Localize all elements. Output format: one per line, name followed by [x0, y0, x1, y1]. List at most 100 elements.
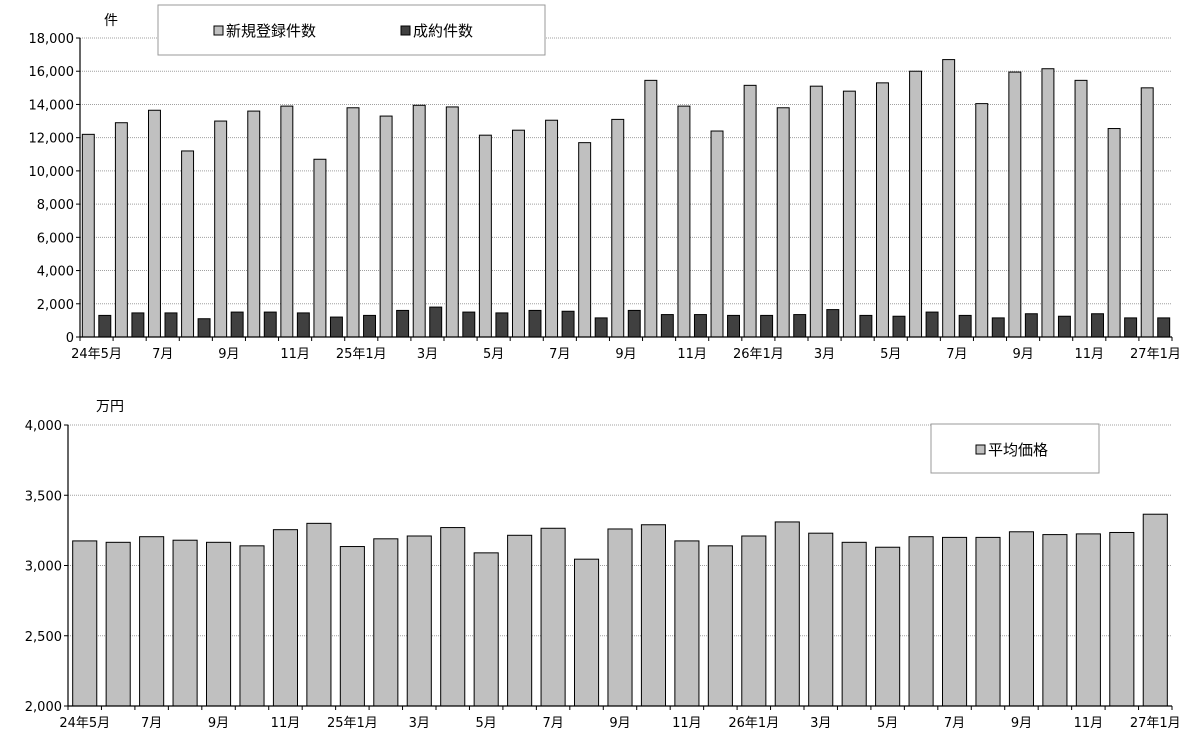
c1-bar-成約件数-8	[363, 314, 377, 338]
c1-bar-新規登録件数-13	[511, 129, 525, 338]
c1-x-tick-label: 26年1月	[733, 347, 784, 362]
c2-bar-平均価格-26	[942, 536, 968, 707]
c2-bar-平均価格-14	[540, 527, 566, 707]
c1-x-tick-label: 5月	[483, 347, 504, 362]
chart1-gridlines	[80, 37, 1172, 305]
c2-y-tick-label: 3,500	[25, 489, 62, 504]
chart2-bars	[72, 513, 1168, 707]
c1-bar-成約件数-2	[164, 312, 178, 338]
c2-bar-平均価格-2	[139, 536, 165, 707]
registrations-chart: 件 0 2,000 4,000 6,000 8,000 10,000 12,000 14,00…	[29, 4, 1181, 362]
c2-x-tick-label: 11月	[672, 716, 702, 731]
c2-bar-平均価格-19	[707, 545, 733, 707]
c1-bar-新規登録件数-12	[478, 134, 492, 338]
c1-bar-成約件数-9	[396, 309, 410, 338]
c1-bar-新規登録件数-15	[578, 142, 592, 338]
c1-bar-新規登録件数-22	[809, 85, 823, 338]
c1-x-tick-label: 5月	[880, 347, 901, 362]
c1-bar-成約件数-23	[859, 314, 873, 338]
c1-bar-成約件数-17	[660, 314, 674, 338]
c1-bar-新規登録件数-26	[942, 59, 956, 338]
c1-bar-新規登録件数-21	[776, 107, 790, 338]
c2-x-tick-label: 9月	[609, 716, 630, 731]
c1-y-tick-label: 6,000	[37, 231, 74, 246]
c1-bar-新規登録件数-18	[677, 105, 691, 338]
c2-bar-平均価格-23	[841, 541, 867, 707]
c1-bar-成約件数-24	[892, 315, 906, 338]
c1-y-tick-label: 4,000	[37, 265, 74, 280]
c2-bar-平均価格-8	[339, 546, 365, 707]
c1-bar-成約件数-21	[793, 314, 807, 338]
legend-label-contracts: 成約件数	[413, 22, 473, 40]
average-price-chart: 万円 2,000 2,500 3,000 3,500 4,000 24年5月 7月 9月 11…	[25, 399, 1181, 731]
c1-bar-新規登録件数-14	[545, 119, 559, 338]
c2-bar-平均価格-10	[406, 535, 432, 707]
c2-bar-平均価格-6	[272, 529, 298, 707]
c2-x-tick-label: 11月	[1074, 716, 1104, 731]
c1-bar-新規登録件数-10	[412, 104, 426, 338]
c1-y-tick-label: 10,000	[29, 165, 75, 180]
c1-x-tick-label: 3月	[417, 347, 438, 362]
c1-bar-成約件数-29	[1057, 315, 1071, 338]
c2-bar-平均価格-3	[172, 539, 198, 707]
c1-bar-成約件数-10	[429, 306, 443, 338]
chart1-unit-label: 件	[104, 13, 118, 29]
c2-bar-平均価格-15	[574, 558, 600, 707]
c2-x-tick-label: 5月	[877, 716, 898, 731]
c1-x-tick-label: 24年5月	[71, 347, 122, 362]
c1-x-tick-label: 11月	[677, 347, 707, 362]
c1-y-tick-label: 14,000	[29, 98, 75, 113]
c1-bar-成約件数-26	[958, 314, 972, 338]
c1-bar-新規登録件数-24	[875, 82, 889, 338]
c1-bar-成約件数-14	[561, 310, 575, 338]
c1-bar-成約件数-11	[462, 311, 476, 338]
c1-x-tick-label: 25年1月	[336, 347, 387, 362]
c2-bar-平均価格-13	[507, 534, 533, 707]
chart1-axes	[76, 37, 1173, 341]
legend-label-average-price: 平均価格	[988, 441, 1048, 459]
legend-swatch-registrations	[213, 25, 224, 36]
chart2-y-ticks: 2,000 2,500 3,000 3,500 4,000	[25, 419, 62, 715]
c1-bar-成約件数-12	[495, 312, 509, 338]
c1-y-tick-label: 18,000	[29, 32, 75, 47]
c1-bar-新規登録件数-17	[644, 79, 658, 338]
c2-x-tick-label: 25年1月	[327, 716, 378, 731]
c1-x-tick-label: 3月	[814, 347, 835, 362]
c1-bar-新規登録件数-9	[379, 115, 393, 338]
c2-bar-平均価格-5	[239, 545, 265, 707]
c2-bar-平均価格-24	[875, 546, 901, 707]
chart1-bars	[81, 59, 1171, 338]
c1-bar-新規登録件数-25	[909, 70, 923, 338]
c2-bar-平均価格-25	[908, 536, 934, 707]
c1-bar-新規登録件数-19	[710, 130, 724, 338]
c1-bar-成約件数-28	[1024, 313, 1038, 338]
legend-swatch-contracts	[400, 25, 411, 36]
c2-bar-平均価格-28	[1008, 531, 1034, 707]
chart2-legend: 平均価格	[930, 423, 1100, 474]
c2-bar-平均価格-12	[473, 552, 499, 707]
c2-bar-平均価格-1	[105, 541, 131, 707]
c2-x-tick-label: 26年1月	[728, 716, 779, 731]
c1-bar-新規登録件数-1	[114, 122, 128, 338]
c1-bar-新規登録件数-29	[1041, 68, 1055, 338]
c2-x-tick-label: 9月	[208, 716, 229, 731]
c2-x-tick-label: 7月	[141, 716, 162, 731]
c1-bar-新規登録件数-27	[975, 103, 989, 338]
c1-bar-新規登録件数-5	[247, 110, 261, 338]
c1-bar-新規登録件数-31	[1107, 128, 1121, 338]
c2-x-tick-label: 27年1月	[1130, 716, 1181, 731]
chart1-legend: 新規登録件数 成約件数	[157, 4, 546, 56]
c1-bar-成約件数-5	[263, 311, 277, 338]
c1-bar-成約件数-20	[760, 314, 774, 338]
c2-bar-平均価格-22	[808, 532, 834, 707]
c1-bar-新規登録件数-2	[147, 109, 161, 338]
c2-y-tick-label: 4,000	[25, 419, 62, 434]
c1-bar-新規登録件数-16	[611, 118, 625, 338]
c1-bar-成約件数-32	[1157, 317, 1171, 338]
c1-bar-成約件数-15	[594, 317, 608, 338]
c1-bar-新規登録件数-30	[1074, 79, 1088, 338]
c1-bar-成約件数-25	[925, 311, 939, 338]
c2-x-tick-label: 9月	[1011, 716, 1032, 731]
c1-bar-成約件数-27	[991, 317, 1005, 338]
